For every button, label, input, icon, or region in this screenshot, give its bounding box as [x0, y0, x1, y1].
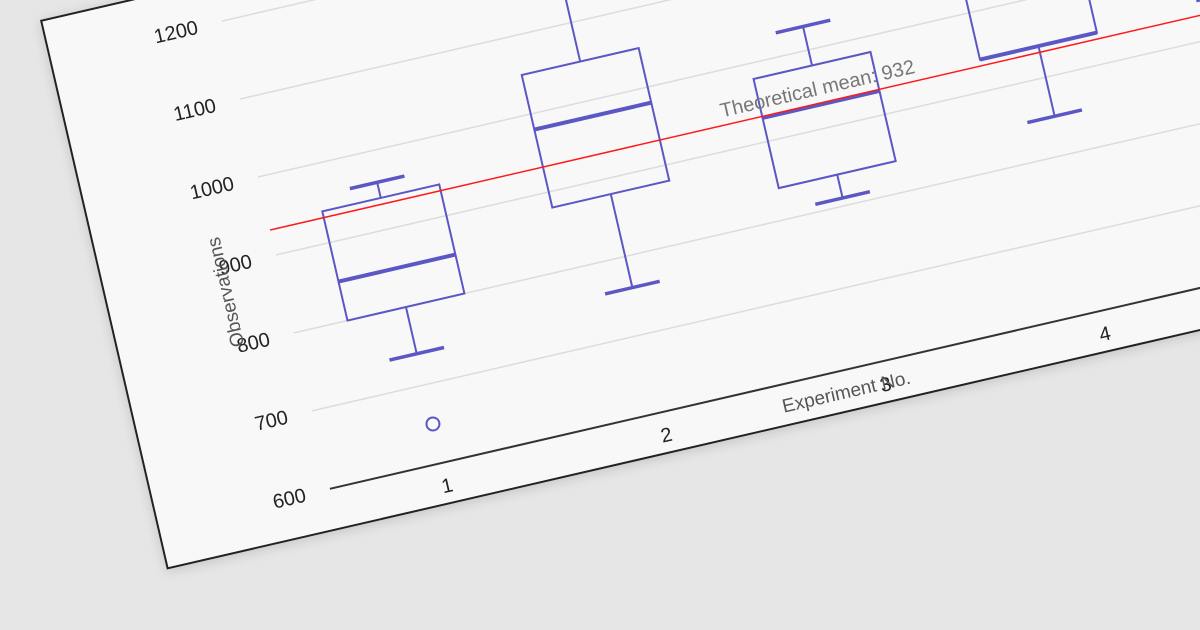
lower-whisker	[609, 193, 634, 288]
gridline	[293, 61, 1200, 334]
gridline	[239, 0, 1200, 100]
iqr-box	[1169, 0, 1200, 3]
iqr-box	[321, 183, 466, 322]
x-axis-label: Experiment No.	[780, 368, 912, 418]
box-4	[962, 0, 1099, 125]
y-tick-label: 1100	[171, 95, 218, 126]
gridline	[275, 0, 1200, 256]
lower-whisker	[836, 174, 844, 199]
box-2	[520, 0, 671, 296]
gridlines	[221, 0, 1200, 412]
x-tick-label: 3	[878, 373, 894, 397]
box-1	[321, 174, 466, 432]
min-cap	[604, 279, 661, 296]
outlier-point	[425, 416, 441, 432]
y-tick-label: 600	[271, 485, 308, 514]
max-cap	[349, 174, 405, 191]
y-tick-label: 1200	[152, 17, 200, 48]
x-axis	[329, 216, 1200, 490]
gridline	[257, 0, 1200, 178]
x-tick-label: 1	[439, 474, 455, 498]
reference-line	[269, 0, 1200, 231]
median-line	[533, 100, 652, 132]
reference-line-label: Theoretical mean: 932	[718, 56, 917, 122]
upper-whisker	[802, 26, 813, 66]
median-line	[338, 252, 456, 284]
iqr-box	[520, 46, 671, 209]
y-tick-label: 700	[253, 407, 290, 436]
x-axis-line	[329, 216, 1200, 490]
gridline	[311, 139, 1200, 412]
y-tick-label: 1000	[188, 173, 236, 204]
box-5	[1169, 0, 1200, 3]
upper-whisker	[376, 182, 382, 199]
lower-whisker	[404, 306, 418, 355]
box-3	[752, 18, 897, 207]
min-cap	[814, 190, 871, 207]
gridline	[221, 0, 1200, 22]
x-tick-label: 4	[1097, 323, 1113, 347]
iqr-box	[752, 50, 897, 190]
max-cap	[775, 18, 831, 35]
x-tick-labels: 12345	[439, 323, 1113, 499]
lower-whisker	[1037, 45, 1056, 117]
min-cap	[389, 345, 445, 362]
min-cap	[1026, 108, 1083, 125]
x-tick-label: 2	[659, 424, 675, 448]
median-line	[762, 89, 880, 120]
median-line	[979, 30, 1098, 62]
box-series	[321, 0, 1200, 432]
upper-whisker	[557, 0, 582, 62]
